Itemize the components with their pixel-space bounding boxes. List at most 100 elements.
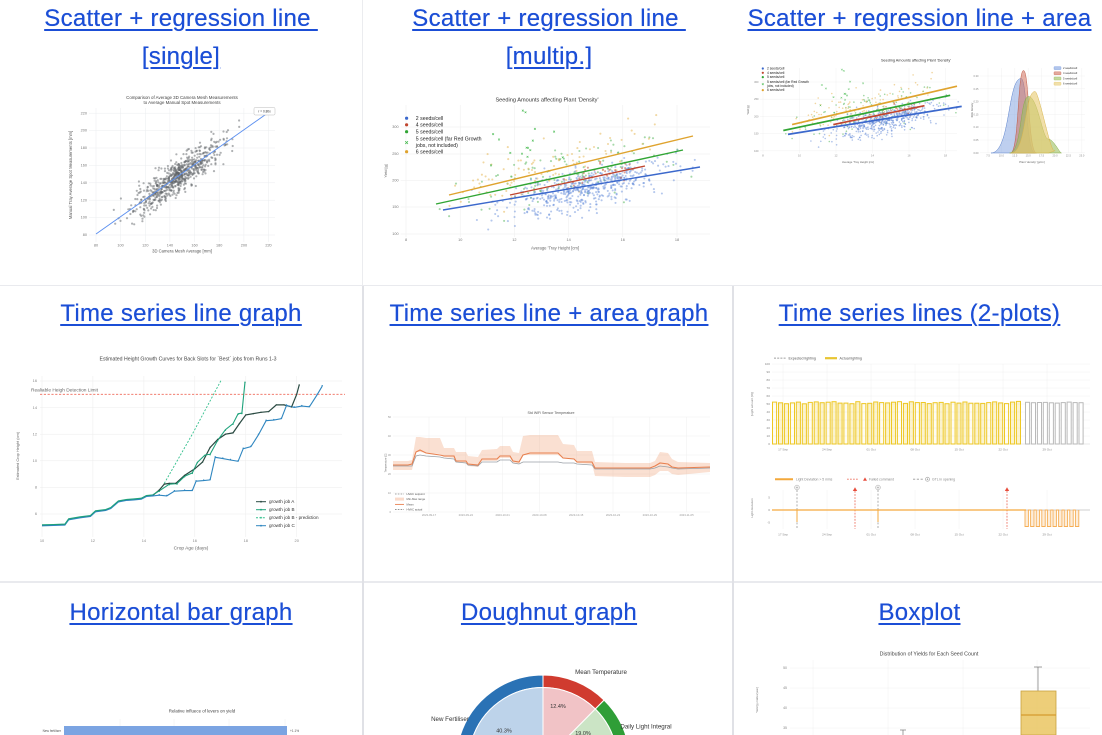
svg-text:3D Camera Mesh Average [mm]: 3D Camera Mesh Average [mm]: [152, 249, 212, 254]
svg-text:6 seeds/cell: 6 seeds/cell: [1063, 82, 1078, 86]
svg-text:r = 0.80x: r = 0.80x: [258, 110, 271, 114]
svg-text:12.5: 12.5: [1012, 154, 1018, 158]
svg-text:Distribution of Yields for Eac: Distribution of Yields for Each Seed Cou…: [880, 652, 979, 658]
svg-text:17 Sep: 17 Sep: [778, 533, 788, 537]
svg-text:Expected lighting: Expected lighting: [789, 357, 816, 361]
svg-text:300: 300: [754, 80, 759, 84]
svg-text:Temperature [C]: Temperature [C]: [384, 453, 388, 472]
svg-text:200: 200: [81, 129, 87, 133]
svg-text:200: 200: [754, 114, 759, 118]
svg-text:5 seeds/cell: 5 seeds/cell: [767, 75, 785, 79]
svg-text:80: 80: [767, 378, 771, 382]
svg-text:16: 16: [33, 378, 37, 383]
svg-text:2 seeds/cell: 2 seeds/cell: [416, 116, 443, 122]
svg-text:100: 100: [117, 244, 123, 248]
svg-text:12.4%: 12.4%: [550, 704, 566, 710]
svg-text:30: 30: [767, 418, 771, 422]
svg-text:15 Oct: 15 Oct: [954, 533, 963, 537]
svg-text:01 Oct: 01 Oct: [866, 448, 875, 452]
svg-text:Failed command: Failed command: [869, 478, 894, 482]
svg-text:Light deviation: Light deviation: [750, 498, 754, 518]
svg-text:40: 40: [783, 706, 787, 710]
svg-text:New fertiliser: New fertiliser: [43, 729, 62, 733]
svg-text:Mean: Mean: [407, 502, 414, 506]
svg-text:16: 16: [193, 538, 197, 543]
svg-text:150: 150: [754, 132, 759, 136]
svg-text:8: 8: [35, 485, 37, 490]
svg-text:80: 80: [94, 244, 98, 248]
svg-text:0.15: 0.15: [973, 112, 979, 116]
svg-text:to Average Manual Spot Measure: to Average Manual Spot Measurements: [143, 100, 221, 105]
svg-text:20: 20: [295, 538, 300, 543]
svg-text:14: 14: [871, 154, 874, 158]
svg-text:20: 20: [767, 426, 771, 430]
svg-text:2023-10-22: 2023-10-22: [606, 513, 621, 517]
svg-text:5 seeds/cell: 5 seeds/cell: [1063, 76, 1078, 80]
svg-text:5 seeds/cell (far Red Growth: 5 seeds/cell (far Red Growth: [767, 80, 809, 84]
svg-text:4 seeds/cell: 4 seeds/cell: [1063, 71, 1078, 75]
svg-text:60: 60: [767, 394, 771, 398]
svg-text:4 seeds/cell: 4 seeds/cell: [767, 71, 785, 75]
svg-text:120: 120: [81, 198, 87, 202]
svg-text:Estimated Height Growth Curves: Estimated Height Growth Curves for Back …: [99, 357, 276, 363]
svg-text:6: 6: [35, 511, 37, 516]
svg-text:Seeding Amounts affecting Plan: Seeding Amounts affecting Plant 'Density…: [495, 98, 598, 104]
svg-text:12: 12: [835, 154, 838, 158]
svg-text:2023-10-01: 2023-10-01: [495, 513, 510, 517]
svg-text:2023-11-05: 2023-11-05: [680, 513, 695, 517]
svg-text:16: 16: [621, 238, 625, 242]
svg-text:22.5: 22.5: [1066, 154, 1072, 158]
svg-text:15.0: 15.0: [1026, 154, 1032, 158]
svg-text:6 seeds/cell: 6 seeds/cell: [767, 88, 785, 92]
svg-text:14: 14: [142, 538, 147, 543]
svg-text:Comparison of Average 3D Camer: Comparison of Average 3D Camera Mesh Mea…: [126, 95, 238, 100]
svg-text:250: 250: [754, 97, 759, 101]
svg-text:4 seeds/cell: 4 seeds/cell: [416, 122, 443, 128]
svg-text:10: 10: [798, 154, 801, 158]
svg-text:140: 140: [167, 244, 173, 248]
svg-text:Light Deviation > 5 mins: Light Deviation > 5 mins: [796, 478, 833, 482]
svg-text:250: 250: [392, 152, 398, 156]
svg-text:160: 160: [191, 244, 197, 248]
svg-text:2 seeds/cell: 2 seeds/cell: [1063, 66, 1078, 70]
svg-text:Plant 'density' [g/cm]: Plant 'density' [g/cm]: [1019, 160, 1045, 164]
svg-text:29 Oct: 29 Oct: [1042, 533, 1051, 537]
svg-text:0: 0: [768, 442, 770, 446]
svg-text:HVAC setpoint: HVAC setpoint: [407, 492, 425, 496]
svg-text:0.05: 0.05: [973, 138, 979, 142]
svg-text:0: 0: [389, 510, 391, 514]
svg-text:100: 100: [392, 232, 398, 236]
svg-text:08 Oct: 08 Oct: [910, 533, 919, 537]
svg-text:19.0%: 19.0%: [575, 731, 591, 735]
svg-text:10.0: 10.0: [999, 154, 1005, 158]
svg-text:+1.1%: +1.1%: [290, 729, 299, 733]
svg-text:Average 'Tray Height [cm]: Average 'Tray Height [cm]: [842, 160, 874, 164]
svg-text:growth job B - prediction: growth job B - prediction: [269, 515, 319, 520]
svg-text:50: 50: [388, 415, 392, 419]
svg-text:2 seeds/cell: 2 seeds/cell: [767, 67, 785, 71]
svg-text:90: 90: [767, 370, 771, 374]
svg-text:100: 100: [754, 149, 759, 153]
svg-text:220: 220: [81, 111, 87, 115]
svg-text:180: 180: [81, 146, 87, 150]
svg-text:100: 100: [765, 362, 770, 366]
svg-text:40.3%: 40.3%: [496, 729, 512, 735]
svg-text:30: 30: [388, 453, 392, 457]
svg-text:10: 10: [40, 538, 45, 543]
svg-text:growth job C: growth job C: [269, 523, 295, 528]
svg-text:2023-10-08: 2023-10-08: [532, 513, 547, 517]
svg-text:0.00: 0.00: [973, 151, 979, 155]
svg-text:growth job A: growth job A: [269, 499, 295, 504]
svg-text:40: 40: [767, 410, 771, 414]
svg-text:8: 8: [762, 154, 764, 158]
svg-text:5: 5: [768, 496, 770, 500]
svg-text:0.10: 0.10: [973, 125, 979, 129]
svg-text:KDE Density: KDE Density: [970, 102, 974, 117]
svg-text:Average 'Tray Height [cm]: Average 'Tray Height [cm]: [531, 246, 579, 251]
svg-text:-5: -5: [767, 521, 770, 525]
svg-text:220: 220: [265, 244, 271, 248]
svg-text:150: 150: [392, 205, 398, 209]
svg-text:2023-10-15: 2023-10-15: [569, 513, 584, 517]
svg-text:0.30: 0.30: [973, 74, 979, 78]
svg-text:20: 20: [388, 472, 392, 476]
